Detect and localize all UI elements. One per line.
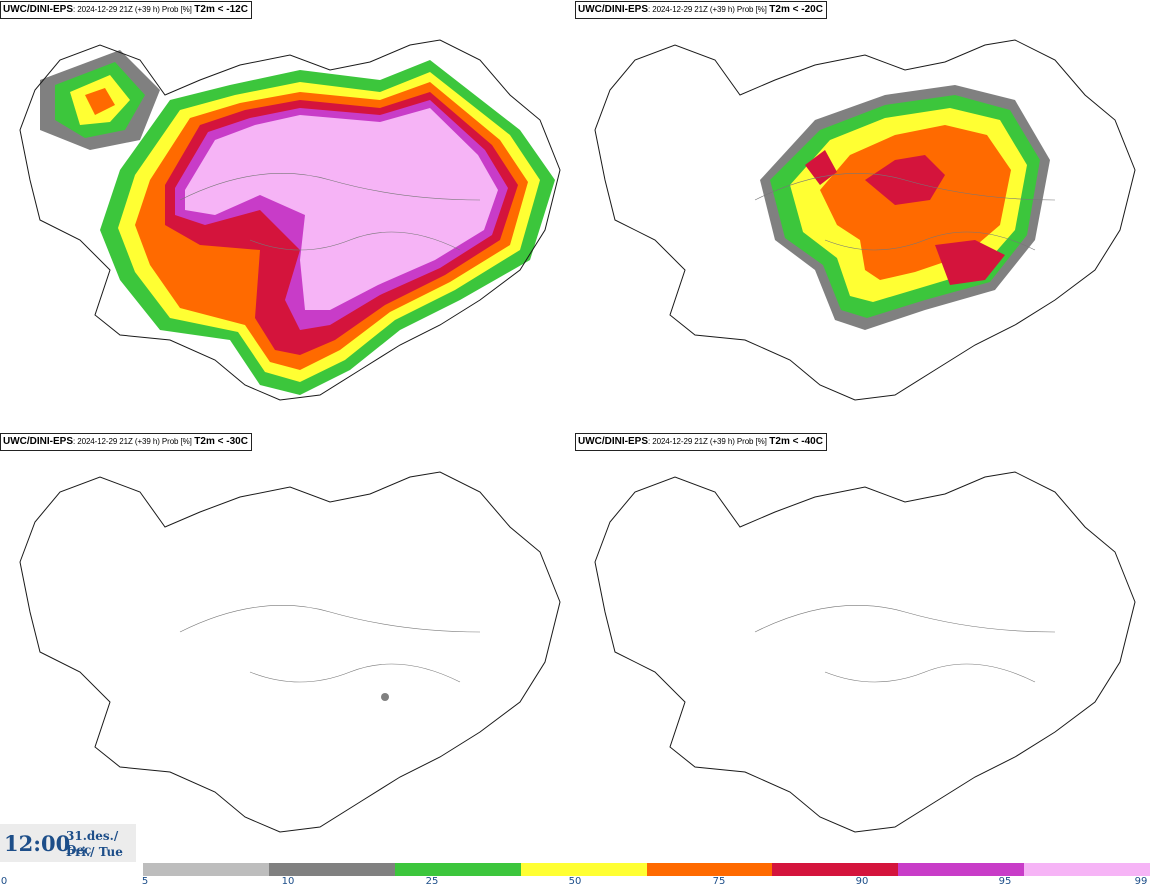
legend-swatch: [268, 863, 395, 876]
iceland-map-minus30: [19, 471, 561, 833]
region-border: [754, 173, 1056, 201]
region-border: [249, 663, 461, 683]
coastline: [19, 39, 561, 401]
model-name: UWC/DINI-EPS: [578, 4, 648, 15]
legend-swatch: [520, 863, 647, 876]
legend-label: 50: [568, 876, 582, 887]
iceland-map-minus40: [594, 471, 1136, 833]
map-panel-t2m-minus30: UWC/DINI-EPS: 2024-12-29 21Z (+39 h) Pro…: [0, 432, 575, 864]
coastline: [594, 471, 1136, 833]
legend-label: 75: [712, 876, 726, 887]
region-border: [824, 663, 1036, 683]
region-border: [754, 605, 1056, 633]
legend-swatch: [898, 863, 1025, 876]
legend-label: 25: [425, 876, 439, 887]
variable-label: T2m < -40C: [769, 436, 823, 447]
legend-swatch: [646, 863, 773, 876]
map-panel-t2m-minus40: UWC/DINI-EPS: 2024-12-29 21Z (+39 h) Pro…: [575, 432, 1150, 864]
model-name: UWC/DINI-EPS: [578, 436, 648, 447]
coastline: [19, 471, 561, 833]
panel-title: UWC/DINI-EPS: 2024-12-29 21Z (+39 h) Pro…: [575, 433, 827, 451]
variable-label: T2m < -20C: [769, 4, 823, 15]
panel-title: UWC/DINI-EPS: 2024-12-29 21Z (+39 h) Pro…: [0, 433, 252, 451]
model-name: UWC/DINI-EPS: [3, 4, 73, 15]
prob-area-90-95: [935, 240, 1005, 285]
region-border: [179, 605, 481, 633]
prob-fields-minus12: [40, 50, 555, 395]
valid-time-box: 12:00 31.des./ Dec Þri./ Tue: [0, 824, 136, 862]
panel-title: UWC/DINI-EPS: 2024-12-29 21Z (+39 h) Pro…: [575, 1, 827, 19]
legend-label: 10: [281, 876, 295, 887]
prob-area-75-90: [85, 88, 115, 115]
valid-date: 31.des./ Dec: [66, 829, 119, 857]
legend-label: 95: [998, 876, 1012, 887]
legend-swatch: [1024, 863, 1150, 876]
model-name: UWC/DINI-EPS: [3, 436, 73, 447]
panel-title: UWC/DINI-EPS: 2024-12-29 21Z (+39 h) Pro…: [0, 1, 252, 19]
valid-hour: 12:00: [4, 831, 71, 856]
run-info: : 2024-12-29 21Z (+39 h) Prob [%]: [648, 5, 767, 14]
legend-swatch: [772, 863, 899, 876]
legend-labels: 0 5 10 25 50 75 90 95 99: [0, 876, 1150, 890]
legend-label: 90: [855, 876, 869, 887]
map-panel-t2m-minus20: UWC/DINI-EPS: 2024-12-29 21Z (+39 h) Pro…: [575, 0, 1150, 432]
run-info: : 2024-12-29 21Z (+39 h) Prob [%]: [73, 5, 192, 14]
prob-area-90-95: [805, 150, 837, 185]
run-info: : 2024-12-29 21Z (+39 h) Prob [%]: [73, 437, 192, 446]
prob-area-75-90: [820, 125, 1011, 280]
run-info: : 2024-12-29 21Z (+39 h) Prob [%]: [648, 437, 767, 446]
region-border: [249, 231, 461, 251]
legend-swatch: [394, 863, 521, 876]
variable-label: T2m < -30C: [194, 436, 248, 447]
legend-label: 99: [1134, 876, 1148, 887]
legend-label: 5: [141, 876, 149, 887]
legend-label: 0: [0, 876, 8, 887]
region-border: [179, 173, 481, 201]
iceland-map-minus12: [19, 39, 561, 401]
prob-area-99-plus: [185, 108, 498, 310]
coastline: [594, 39, 1136, 401]
iceland-map-minus20: [594, 39, 1136, 401]
variable-label: T2m < -12C: [194, 4, 248, 15]
prob-fields-minus20: [760, 85, 1050, 330]
map-panel-t2m-minus12: UWC/DINI-EPS: 2024-12-29 21Z (+39 h) Pro…: [0, 0, 575, 432]
valid-weekday: Þri./ Tue: [66, 845, 123, 859]
region-border: [824, 231, 1036, 251]
legend-colorbar: [143, 863, 1150, 876]
prob-area-10-25: [381, 693, 389, 701]
legend-swatch: [143, 863, 269, 876]
